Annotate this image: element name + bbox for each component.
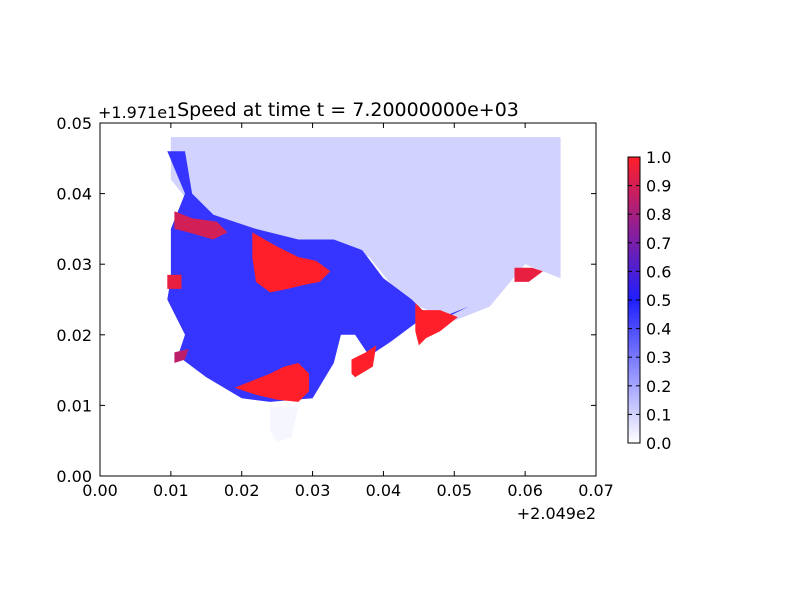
region-bay-high-speed: [351, 345, 377, 378]
chart-title: Speed at time t = 7.20000000e+03: [177, 99, 519, 121]
colorbar-ticks: 0.0 0.1 0.2 0.3 0.4 0.5 0.6 0.7 0.8 0.9 1.0: [628, 148, 671, 453]
x-axis-ticks: 0.00 0.01 0.02 0.03 0.04 0.05 0.06 0.07: [82, 123, 614, 500]
y-tick-label: 0.00: [56, 467, 92, 486]
region-channel-high-speed: [415, 303, 426, 346]
y-tick-label: 0.02: [56, 326, 92, 345]
x-tick-label: 0.02: [224, 481, 260, 500]
y-axis-ticks: 0.00 0.01 0.02 0.03 0.04 0.05: [56, 114, 596, 486]
y-tick-label: 0.03: [56, 255, 92, 274]
y-tick-label: 0.01: [56, 396, 92, 415]
heatmap-regions: [167, 137, 561, 443]
region-center-west-high-speed: [174, 348, 189, 363]
region-inlet-high-speed: [418, 310, 458, 339]
x-tick-label: 0.04: [366, 481, 402, 500]
x-tick-label: 0.06: [507, 481, 543, 500]
colorbar-tick-label: 0.1: [646, 405, 671, 424]
colorbar-tick-label: 0.3: [646, 348, 671, 367]
plot-frame: [99, 122, 597, 477]
region-shore-strip: [270, 406, 299, 443]
x-tick-label: 0.03: [295, 481, 331, 500]
colorbar-tick-label: 1.0: [646, 148, 671, 167]
x-tick-label: 0.00: [82, 481, 118, 500]
x-tick-label: 0.05: [436, 481, 472, 500]
region-southern-high-speed: [234, 363, 309, 402]
x-tick-label: 0.01: [153, 481, 189, 500]
colorbar-tick-label: 0.2: [646, 377, 671, 396]
region-western-edge-high-speed: [174, 211, 228, 240]
region-eastern-edge-high-speed: [514, 267, 543, 282]
colorbar-tick-label: 0.7: [646, 234, 671, 253]
colorbar-tick-label: 0.8: [646, 205, 671, 224]
colorbar-tick-label: 0.4: [646, 320, 671, 339]
region-central-high-speed: [252, 232, 331, 293]
x-offset-label: +2.049e2: [517, 504, 596, 523]
colorbar-tick-label: 0.6: [646, 262, 671, 281]
y-tick-label: 0.05: [56, 114, 92, 133]
region-lower-west-high-speed: [167, 274, 182, 289]
region-open-water: [170, 137, 561, 321]
colorbar-tick-label: 0.5: [646, 291, 671, 310]
colorbar-tick-label: 0.9: [646, 177, 671, 196]
colorbar-tick-label: 0.0: [646, 434, 671, 453]
x-tick-label: 0.07: [578, 481, 614, 500]
y-tick-label: 0.04: [56, 185, 92, 204]
y-offset-label: +1.971e1: [98, 103, 177, 122]
